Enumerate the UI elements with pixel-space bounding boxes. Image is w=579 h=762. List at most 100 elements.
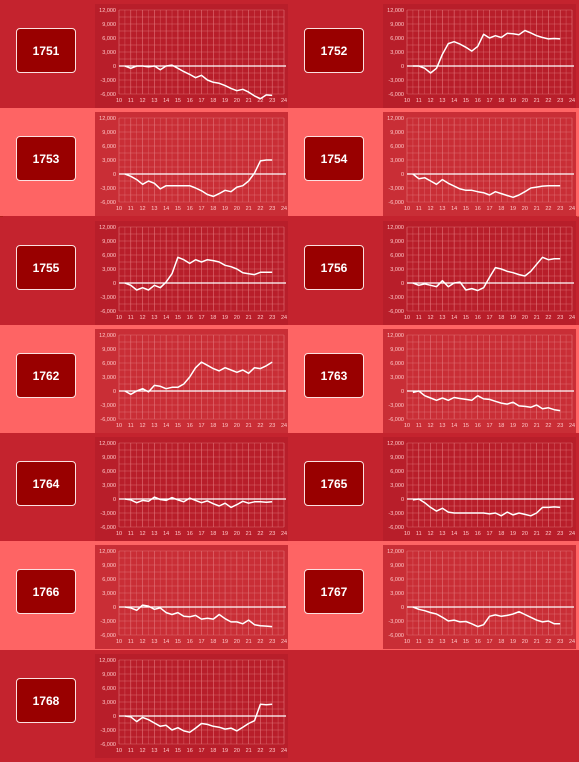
line-chart: 12,000 9,000 6,000 3,000 0 -3,000 -6,000 10 11 12… [383, 112, 576, 217]
y-tick-label: 9,000 [390, 455, 404, 461]
x-tick-label: 22 [545, 423, 551, 429]
y-tick-label: -6,000 [100, 525, 116, 531]
station-button[interactable]: 1764 [16, 461, 76, 506]
y-tick-label: -3,000 [100, 619, 116, 625]
y-tick-label: -6,000 [100, 92, 116, 98]
station-button[interactable]: 1755 [16, 245, 76, 290]
station-button[interactable]: 1766 [16, 569, 76, 614]
y-tick-label: -6,000 [388, 200, 404, 206]
chart-cell: 1751 12,000 9,000 6,000 3,000 0 -3,000 -6,000 10… [0, 4, 288, 112]
station-button[interactable]: 1768 [16, 678, 76, 723]
x-tick-label: 15 [463, 531, 469, 537]
x-tick-label: 23 [557, 206, 563, 212]
x-tick-label: 10 [404, 98, 410, 104]
y-tick-label: 6,000 [390, 577, 404, 583]
chart-background [95, 329, 288, 433]
series-line [412, 498, 561, 517]
x-tick-label: 19 [510, 315, 516, 321]
x-tick-label: 12 [428, 206, 434, 212]
x-tick-label: 18 [498, 315, 504, 321]
x-tick-label: 12 [428, 315, 434, 321]
x-tick-label: 18 [498, 639, 504, 645]
y-tick-label: -6,000 [388, 417, 404, 423]
x-tick-label: 18 [210, 531, 216, 537]
x-tick-label: 21 [534, 423, 540, 429]
y-tick-label: 3,000 [390, 267, 404, 273]
x-tick-label: 15 [175, 748, 181, 754]
y-tick-label: 0 [401, 281, 404, 287]
x-tick-label: 10 [404, 639, 410, 645]
station-button[interactable]: 1762 [16, 353, 76, 398]
x-tick-label: 11 [416, 206, 422, 212]
x-tick-label: 19 [510, 98, 516, 104]
y-tick-label: 0 [113, 389, 116, 395]
y-tick-label: 6,000 [390, 253, 404, 259]
y-tick-label: 0 [113, 605, 116, 611]
x-tick-label: 20 [234, 748, 240, 754]
x-tick-label: 19 [222, 639, 228, 645]
station-button[interactable]: 1756 [304, 245, 364, 290]
y-tick-label: -6,000 [100, 633, 116, 639]
x-tick-label: 18 [210, 315, 216, 321]
x-tick-label: 23 [269, 748, 275, 754]
y-tick-label: 12,000 [99, 225, 116, 231]
x-tick-label: 11 [128, 748, 134, 754]
y-tick-label: 6,000 [102, 144, 116, 150]
x-tick-label: 23 [557, 315, 563, 321]
y-tick-label: -3,000 [100, 403, 116, 409]
x-tick-label: 13 [439, 639, 445, 645]
y-tick-label: -6,000 [100, 742, 116, 748]
y-tick-label: 9,000 [102, 672, 116, 678]
x-tick-label: 15 [463, 639, 469, 645]
y-tick-label: 3,000 [390, 50, 404, 56]
x-tick-label: 17 [198, 98, 204, 104]
x-tick-label: 18 [498, 206, 504, 212]
station-button[interactable]: 1751 [16, 28, 76, 73]
y-tick-label: 12,000 [387, 116, 404, 122]
y-tick-label: 3,000 [102, 700, 116, 706]
y-tick-label: 9,000 [102, 455, 116, 461]
x-tick-label: 16 [187, 531, 193, 537]
x-tick-label: 12 [140, 748, 146, 754]
x-tick-label: 24 [281, 423, 287, 429]
x-tick-label: 16 [475, 423, 481, 429]
line-chart: 12,000 9,000 6,000 3,000 0 -3,000 -6,000 10 11 12… [383, 4, 576, 109]
x-tick-label: 23 [269, 315, 275, 321]
y-tick-label: 6,000 [102, 577, 116, 583]
x-tick-label: 14 [451, 206, 457, 212]
x-tick-label: 15 [175, 98, 181, 104]
x-tick-label: 21 [534, 531, 540, 537]
line-chart: 12,000 9,000 6,000 3,000 0 -3,000 -6,000 10 11 12… [95, 545, 288, 650]
y-tick-label: 6,000 [102, 361, 116, 367]
x-tick-label: 20 [522, 423, 528, 429]
x-tick-label: 11 [128, 531, 134, 537]
y-tick-label: 12,000 [99, 658, 116, 664]
station-button[interactable]: 1763 [304, 353, 364, 398]
station-button[interactable]: 1765 [304, 461, 364, 506]
x-tick-label: 10 [116, 98, 122, 104]
y-tick-label: 6,000 [102, 686, 116, 692]
x-tick-label: 20 [522, 639, 528, 645]
y-tick-label: 12,000 [99, 549, 116, 555]
y-tick-label: -6,000 [388, 309, 404, 315]
chart-cell: 1752 12,000 9,000 6,000 3,000 0 -3,000 -6,000 10… [288, 4, 576, 112]
station-button[interactable]: 1767 [304, 569, 364, 614]
line-chart: 12,000 9,000 6,000 3,000 0 -3,000 -6,000 10 11 12… [95, 437, 288, 542]
x-tick-label: 22 [257, 531, 263, 537]
series-line [124, 159, 273, 198]
y-tick-label: 12,000 [387, 549, 404, 555]
station-button[interactable]: 1752 [304, 28, 364, 73]
x-tick-label: 23 [269, 206, 275, 212]
line-chart: 12,000 9,000 6,000 3,000 0 -3,000 -6,000 10 11 12… [383, 329, 576, 434]
y-tick-label: 6,000 [390, 36, 404, 42]
y-tick-label: 0 [401, 64, 404, 70]
station-button[interactable]: 1753 [16, 136, 76, 181]
x-tick-label: 11 [416, 639, 422, 645]
station-button[interactable]: 1754 [304, 136, 364, 181]
y-tick-label: -6,000 [388, 633, 404, 639]
x-tick-label: 20 [234, 531, 240, 537]
x-tick-label: 10 [404, 315, 410, 321]
